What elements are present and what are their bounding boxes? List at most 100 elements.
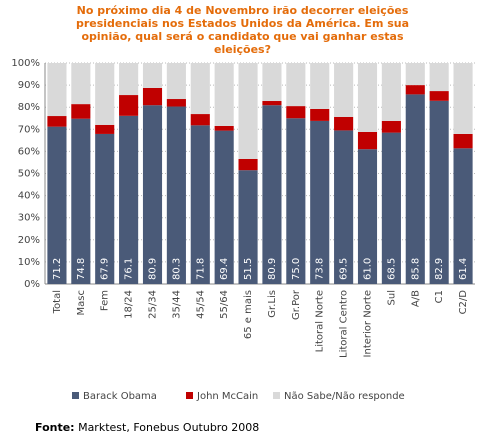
bar-segment (214, 130, 234, 284)
value-label: 69.4 (219, 258, 230, 280)
y-tick-label: 30% (18, 213, 40, 224)
bar-segment (357, 63, 378, 132)
y-tick-label: 40% (18, 191, 40, 202)
bar-segment (310, 120, 330, 284)
bar-segment (190, 63, 210, 115)
bar-segment (166, 63, 186, 100)
bar-segment (262, 105, 282, 284)
bar-segment (95, 133, 115, 284)
bar-segment (190, 125, 210, 285)
bar-segment (262, 101, 282, 106)
value-label: 74.8 (76, 258, 87, 280)
bar-segment (190, 114, 210, 126)
bar-segment (214, 125, 234, 131)
x-tick-label: Litoral Norte (315, 290, 326, 352)
bar-segment (381, 63, 401, 121)
bar-segment (429, 91, 449, 101)
x-tick-label: 55/64 (219, 290, 230, 319)
value-label: 51.5 (243, 258, 254, 280)
bar-segment (71, 104, 91, 119)
value-label: 80.9 (148, 258, 159, 280)
bar-segment (262, 63, 282, 102)
bar-segment (142, 105, 163, 284)
bar-segment (310, 108, 330, 121)
y-tick-label: 90% (18, 80, 40, 91)
value-label: 73.8 (315, 258, 326, 280)
value-label: 71.2 (52, 258, 63, 280)
legend-swatch (72, 392, 79, 399)
bar-segment (166, 106, 186, 284)
x-tick-label: Total (52, 290, 63, 314)
bar-segment (357, 131, 378, 150)
y-tick-label: 60% (18, 146, 40, 157)
value-label: 82.9 (434, 258, 445, 280)
value-label: 80.9 (267, 258, 278, 280)
source: Fonte: Marktest, Fonebus Outubro 2008 (35, 421, 259, 434)
x-tick-label: 18/24 (124, 290, 135, 319)
x-tick-label: A/B (410, 290, 421, 307)
y-tick-label: 10% (18, 257, 40, 268)
y-tick-label: 0% (24, 279, 40, 290)
value-label: 69.5 (339, 258, 350, 280)
y-tick-label: 50% (18, 169, 40, 180)
legend-label: Não Sabe/Não responde (284, 391, 405, 402)
x-tick-label: C2/D (458, 290, 469, 315)
y-tick-label: 100% (11, 58, 40, 69)
bar-segment (214, 63, 234, 126)
legend-label: John McCain (196, 391, 258, 402)
value-label: 85.8 (410, 258, 421, 280)
bar-segment (238, 158, 258, 171)
bar-segment (286, 106, 306, 119)
bar-segment (166, 99, 186, 107)
bar-segment (71, 63, 91, 105)
value-label: 76.1 (124, 258, 135, 280)
x-tick-label: Litoral Centro (339, 290, 350, 358)
x-tick-label: Gr.Por (291, 289, 302, 320)
x-tick-label: C1 (434, 290, 445, 303)
bar-segment (334, 130, 354, 284)
legend-swatch (186, 392, 193, 399)
bar-segment (119, 115, 139, 284)
x-tick-label: Gr.Lis (267, 290, 278, 318)
bar-segment (381, 120, 401, 133)
bar-segment (119, 63, 139, 96)
source-label: Fonte: (35, 421, 75, 434)
bar-segment (238, 170, 258, 284)
bar-segment (310, 63, 330, 109)
value-label: 71.8 (195, 258, 206, 280)
y-tick-label: 20% (18, 235, 40, 246)
bar-segment (405, 94, 425, 284)
x-tick-label: 35/44 (171, 290, 182, 319)
value-label: 75.0 (291, 258, 302, 280)
bar-segment (405, 85, 425, 95)
value-label: 80.3 (171, 258, 182, 280)
chart-title: No próximo dia 4 de Novembro irão decorr… (75, 4, 410, 56)
bar-segment (453, 148, 473, 284)
bar-segment (405, 63, 425, 86)
bar-segment (334, 116, 354, 131)
bar-segment (142, 87, 163, 106)
bar-segment (429, 100, 449, 284)
value-label: 61.0 (363, 258, 374, 280)
bar-segment (286, 118, 306, 284)
bar-segment (47, 63, 67, 117)
bar-segment (238, 63, 258, 159)
bar-segment (71, 118, 91, 284)
bar-segment (286, 63, 306, 107)
bar-segment (142, 63, 163, 88)
y-tick-label: 80% (18, 102, 40, 113)
bar-segment (334, 63, 354, 117)
source-text: Marktest, Fonebus Outubro 2008 (78, 421, 260, 434)
legend-label: Barack Obama (83, 391, 157, 402)
value-label: 67.9 (100, 258, 111, 280)
bar-segment (47, 116, 67, 127)
x-tick-label: 65 e mais (243, 290, 254, 339)
bar-segment (95, 63, 115, 125)
bar-segment (47, 126, 67, 284)
bar-segment (119, 95, 139, 116)
legend-swatch (273, 392, 280, 399)
bar-segment (429, 63, 449, 92)
bar-segment (95, 124, 115, 134)
